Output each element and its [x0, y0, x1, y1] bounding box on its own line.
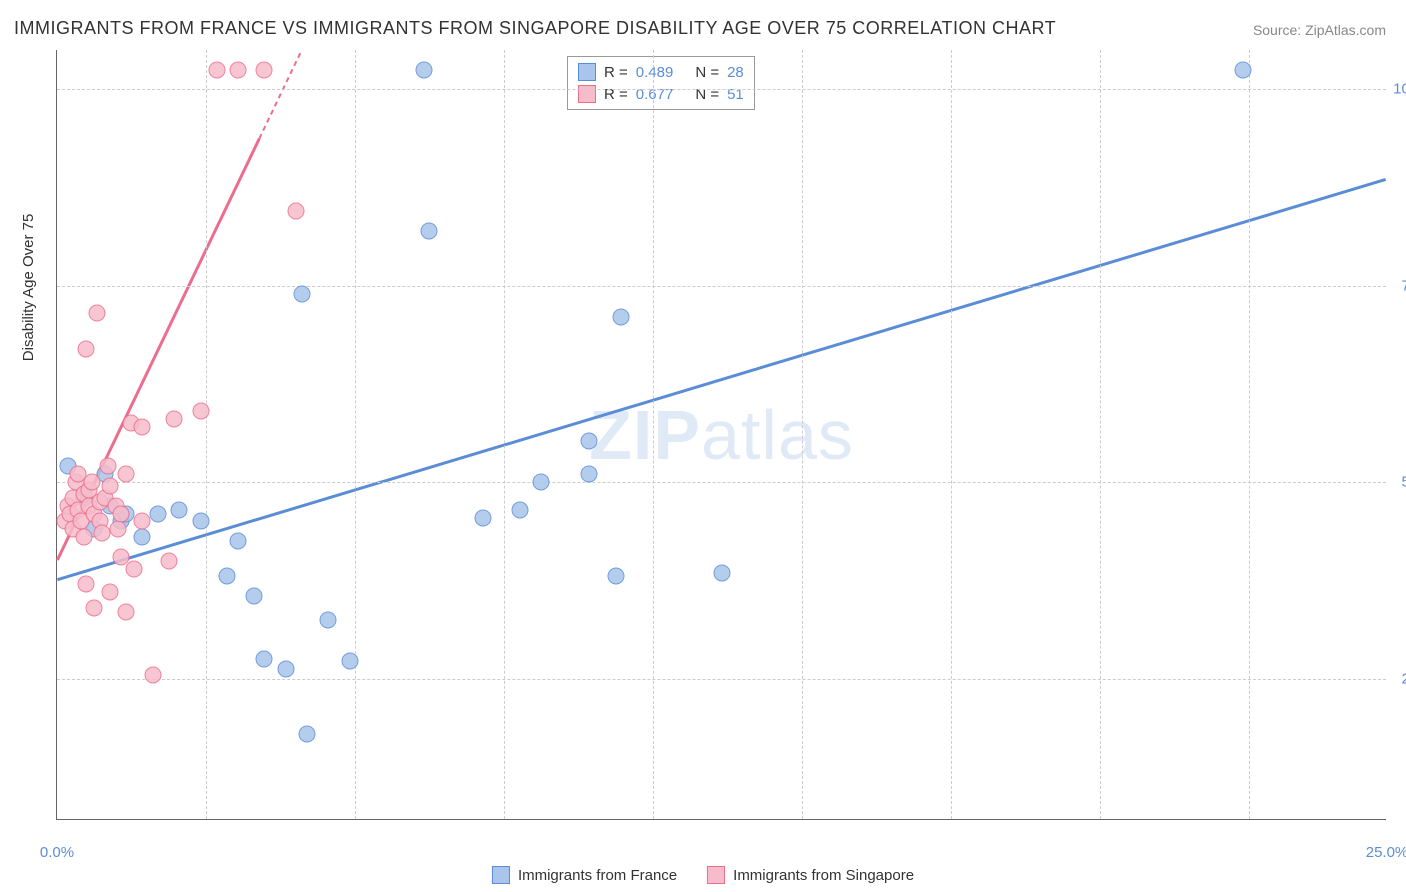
scatter-point: [714, 564, 731, 581]
scatter-point: [86, 599, 103, 616]
scatter-point: [192, 403, 209, 420]
legend-r-label: R =: [604, 86, 628, 103]
legend-series-label: Immigrants from Singapore: [733, 867, 914, 884]
scatter-point: [511, 501, 528, 518]
scatter-point: [134, 513, 151, 530]
watermark-light: atlas: [701, 396, 854, 474]
x-tick-label: 0.0%: [40, 844, 74, 861]
scatter-point: [134, 419, 151, 436]
source-attribution: Source: ZipAtlas.com: [1253, 22, 1386, 38]
y-tick-label: 100.0%: [1393, 81, 1406, 98]
gridline-horizontal: [57, 679, 1386, 680]
legend-n-value: 51: [727, 86, 744, 103]
scatter-point: [256, 650, 273, 667]
scatter-point: [126, 560, 143, 577]
legend-n-label: N =: [695, 86, 719, 103]
scatter-point: [112, 505, 129, 522]
legend-series-label: Immigrants from France: [518, 867, 677, 884]
gridline-vertical: [653, 50, 654, 819]
gridline-horizontal: [57, 286, 1386, 287]
source-prefix: Source:: [1253, 22, 1305, 38]
scatter-point: [245, 588, 262, 605]
legend-series-item: Immigrants from France: [492, 866, 677, 884]
x-tick-label: 25.0%: [1366, 844, 1406, 861]
scatter-point: [256, 61, 273, 78]
scatter-point: [118, 603, 135, 620]
watermark: ZIPatlas: [589, 395, 854, 475]
scatter-point: [219, 568, 236, 585]
legend-swatch: [707, 866, 725, 884]
legend-swatch: [492, 866, 510, 884]
legend-swatch: [578, 85, 596, 103]
gridline-vertical: [206, 50, 207, 819]
scatter-point: [102, 584, 119, 601]
scatter-point: [416, 61, 433, 78]
y-axis-label: Disability Age Over 75: [20, 214, 37, 362]
legend-n-value: 28: [727, 64, 744, 81]
gridline-horizontal: [57, 89, 1386, 90]
trend-lines-layer: [57, 50, 1386, 819]
gridline-horizontal: [57, 482, 1386, 483]
scatter-point: [1235, 61, 1252, 78]
scatter-point: [78, 576, 95, 593]
scatter-point: [166, 411, 183, 428]
scatter-point: [533, 474, 550, 491]
y-tick-label: 75.0%: [1401, 277, 1406, 294]
scatter-point: [288, 203, 305, 220]
plot-area: ZIPatlas R =0.489N =28R =0.677N =51 25.0…: [56, 50, 1386, 820]
scatter-point: [118, 466, 135, 483]
scatter-point: [110, 521, 127, 538]
scatter-point: [299, 725, 316, 742]
legend-r-value: 0.489: [636, 64, 674, 81]
scatter-point: [421, 222, 438, 239]
scatter-point: [88, 305, 105, 322]
legend-row: R = 0.489 N = 28: [578, 61, 744, 83]
scatter-point: [75, 529, 92, 546]
gridline-vertical: [1249, 50, 1250, 819]
gridline-vertical: [802, 50, 803, 819]
scatter-point: [581, 466, 598, 483]
legend-series-item: Immigrants from Singapore: [707, 866, 914, 884]
scatter-point: [99, 458, 116, 475]
legend-swatch: [578, 63, 596, 81]
scatter-point: [83, 474, 100, 491]
scatter-point: [320, 611, 337, 628]
scatter-point: [171, 501, 188, 518]
scatter-point: [150, 505, 167, 522]
scatter-point: [229, 533, 246, 550]
gridline-vertical: [504, 50, 505, 819]
source-link[interactable]: ZipAtlas.com: [1305, 22, 1386, 38]
scatter-point: [102, 478, 119, 495]
scatter-point: [134, 529, 151, 546]
correlation-legend: R = 0.489 N = 28 R = 0.677 N = 51: [567, 56, 755, 110]
gridline-vertical: [1100, 50, 1101, 819]
scatter-point: [293, 285, 310, 302]
scatter-point: [208, 61, 225, 78]
scatter-point: [277, 661, 294, 678]
y-tick-label: 25.0%: [1401, 670, 1406, 687]
scatter-point: [612, 309, 629, 326]
legend-n-label: N =: [695, 64, 719, 81]
scatter-point: [192, 513, 209, 530]
scatter-point: [581, 433, 598, 450]
legend-r-value: 0.677: [636, 86, 674, 103]
scatter-point: [144, 666, 161, 683]
legend-row: R = 0.677 N = 51: [578, 83, 744, 105]
scatter-point: [160, 552, 177, 569]
gridline-vertical: [951, 50, 952, 819]
gridline-vertical: [355, 50, 356, 819]
scatter-point: [78, 340, 95, 357]
scatter-point: [341, 653, 358, 670]
chart-container: IMMIGRANTS FROM FRANCE VS IMMIGRANTS FRO…: [0, 0, 1406, 892]
scatter-point: [229, 61, 246, 78]
watermark-bold: ZIP: [589, 396, 701, 474]
scatter-point: [94, 525, 111, 542]
trend-line: [57, 179, 1385, 579]
chart-title: IMMIGRANTS FROM FRANCE VS IMMIGRANTS FRO…: [14, 18, 1056, 39]
y-tick-label: 50.0%: [1401, 474, 1406, 491]
scatter-point: [607, 568, 624, 585]
scatter-point: [474, 509, 491, 526]
legend-r-label: R =: [604, 64, 628, 81]
series-legend: Immigrants from France Immigrants from Si…: [492, 866, 914, 884]
